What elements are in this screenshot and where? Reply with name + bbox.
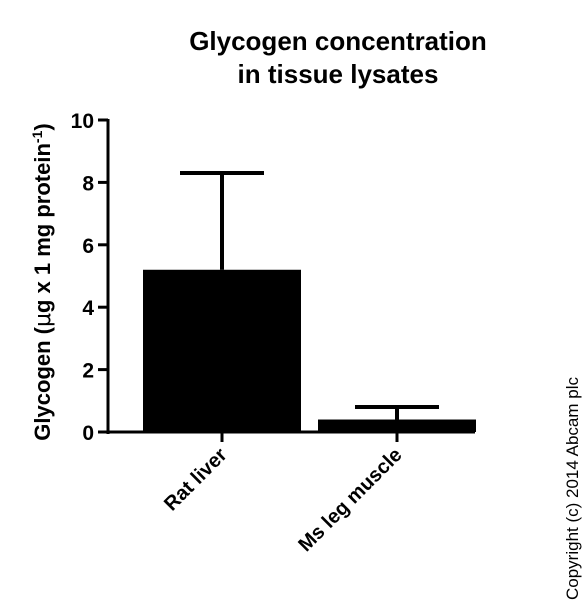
plot-area: 0 2 4 6 8 10 Rat liver Ms leg muscle [71, 110, 476, 556]
y-tick-label-4: 8 [82, 172, 94, 195]
x-tick-label-1: Ms leg muscle [294, 444, 406, 556]
y-tick-label-2: 4 [82, 297, 94, 320]
y-axis-label-greek: μ [31, 313, 56, 327]
y-axis-label-superscript: -1 [29, 130, 45, 143]
y-tick-label-5: 10 [71, 110, 94, 133]
chart-title-line-1: Glycogen concentration [189, 26, 487, 56]
copyright-notice: Copyright (c) 2014 Abcam plc [563, 377, 582, 600]
x-tick-label-0: Rat liver [160, 444, 232, 516]
chart-title: Glycogen concentration in tissue lysates [189, 26, 487, 89]
y-axis-label-mid: g x 1 mg protein [30, 143, 55, 313]
y-tick-label-0: 0 [82, 422, 94, 445]
y-tick-label-1: 2 [82, 360, 94, 383]
bar-0 [143, 269, 301, 432]
y-axis-label: Glycogen (μg x 1 mg protein-1) [29, 123, 56, 440]
y-axis-label-suffix: ) [30, 123, 55, 130]
y-axis-label-prefix: Glycogen ( [30, 326, 55, 440]
bar-1 [318, 419, 476, 432]
y-tick-label-3: 6 [82, 235, 94, 258]
chart-title-line-2: in tissue lysates [238, 59, 439, 89]
